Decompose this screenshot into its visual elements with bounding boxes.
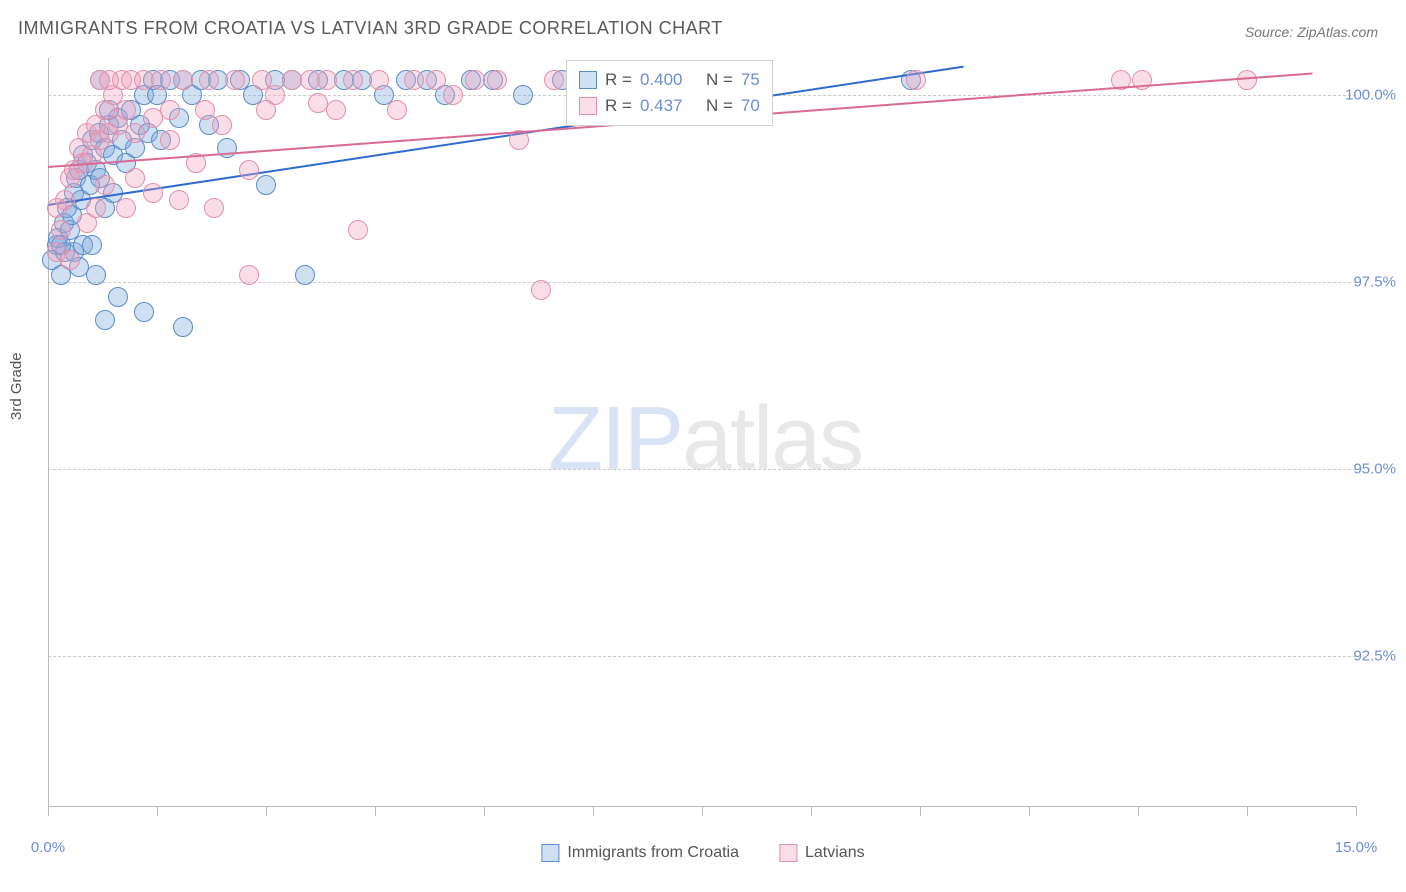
data-point [199,70,219,90]
xtick-label: 15.0% [1335,839,1378,856]
ytick-label: 97.5% [1353,274,1396,291]
xtick [920,806,921,816]
data-point [151,70,171,90]
data-point [348,220,368,240]
r-value: 0.400 [640,70,698,90]
data-point [387,100,407,120]
legend-row: R = 0.400 N = 75 [579,67,760,93]
data-point [116,100,136,120]
data-point [317,70,337,90]
xtick [157,806,158,816]
y-axis-label: 3rd Grade [8,352,25,420]
data-point [125,168,145,188]
r-label: R = [605,70,632,90]
data-point [1237,70,1257,90]
n-label: N = [706,96,733,116]
data-point [465,70,485,90]
data-point [108,287,128,307]
legend-row: R = 0.437 N = 70 [579,93,760,119]
data-point [169,190,189,210]
legend-item: Latvians [779,844,865,862]
data-point [239,265,259,285]
data-point [143,183,163,203]
data-point [160,130,180,150]
legend-swatch [579,71,597,89]
xtick [1356,806,1357,816]
data-point [47,198,67,218]
correlation-legend: R = 0.400 N = 75 R = 0.437 N = 70 [566,60,773,126]
data-point [195,100,215,120]
ytick-label: 95.0% [1353,461,1396,478]
n-label: N = [706,70,733,90]
legend-label: Immigrants from Croatia [567,844,739,862]
data-point [160,100,180,120]
data-point [212,115,232,135]
data-point [95,175,115,195]
n-value: 70 [741,96,760,116]
xtick [811,806,812,816]
chart-title: IMMIGRANTS FROM CROATIA VS LATVIAN 3RD G… [18,18,723,39]
data-point [343,70,363,90]
source-attribution: Source: ZipAtlas.com [1245,24,1378,40]
series-legend: Immigrants from Croatia Latvians [541,844,864,862]
data-point [60,250,80,270]
data-point [239,160,259,180]
data-point [95,310,115,330]
data-point [443,85,463,105]
legend-swatch [579,97,597,115]
gridline-h [48,656,1356,657]
data-point [173,317,193,337]
n-value: 75 [741,70,760,90]
legend-swatch [541,844,559,862]
ytick-label: 92.5% [1353,648,1396,665]
data-point [86,198,106,218]
xtick [1029,806,1030,816]
data-point [326,100,346,120]
data-point [906,70,926,90]
data-point [295,265,315,285]
watermark-zip: ZIP [548,389,682,489]
data-point [116,198,136,218]
legend-swatch [779,844,797,862]
data-point [369,70,389,90]
data-point [404,70,424,90]
data-point [82,235,102,255]
ytick-label: 100.0% [1345,87,1396,104]
data-point [173,70,193,90]
data-point [204,198,224,218]
xtick [593,806,594,816]
data-point [225,70,245,90]
gridline-h [48,469,1356,470]
xtick [484,806,485,816]
data-point [125,123,145,143]
r-value: 0.437 [640,96,698,116]
xtick [48,806,49,816]
xtick [702,806,703,816]
data-point [256,100,276,120]
data-point [256,175,276,195]
xtick [1138,806,1139,816]
xtick [1247,806,1248,816]
plot-area: ZIPatlas [48,58,1356,806]
data-point [513,85,533,105]
data-point [308,93,328,113]
xtick [266,806,267,816]
r-label: R = [605,96,632,116]
data-point [51,220,71,240]
data-point [86,265,106,285]
legend-item: Immigrants from Croatia [541,844,739,862]
data-point [426,70,446,90]
xtick [375,806,376,816]
data-point [487,70,507,90]
legend-label: Latvians [805,844,865,862]
data-point [531,280,551,300]
data-point [134,302,154,322]
data-point [544,70,564,90]
watermark-atlas: atlas [682,389,862,489]
y-axis [48,58,49,806]
xtick-label: 0.0% [31,839,65,856]
data-point [99,70,119,90]
watermark: ZIPatlas [548,388,862,491]
